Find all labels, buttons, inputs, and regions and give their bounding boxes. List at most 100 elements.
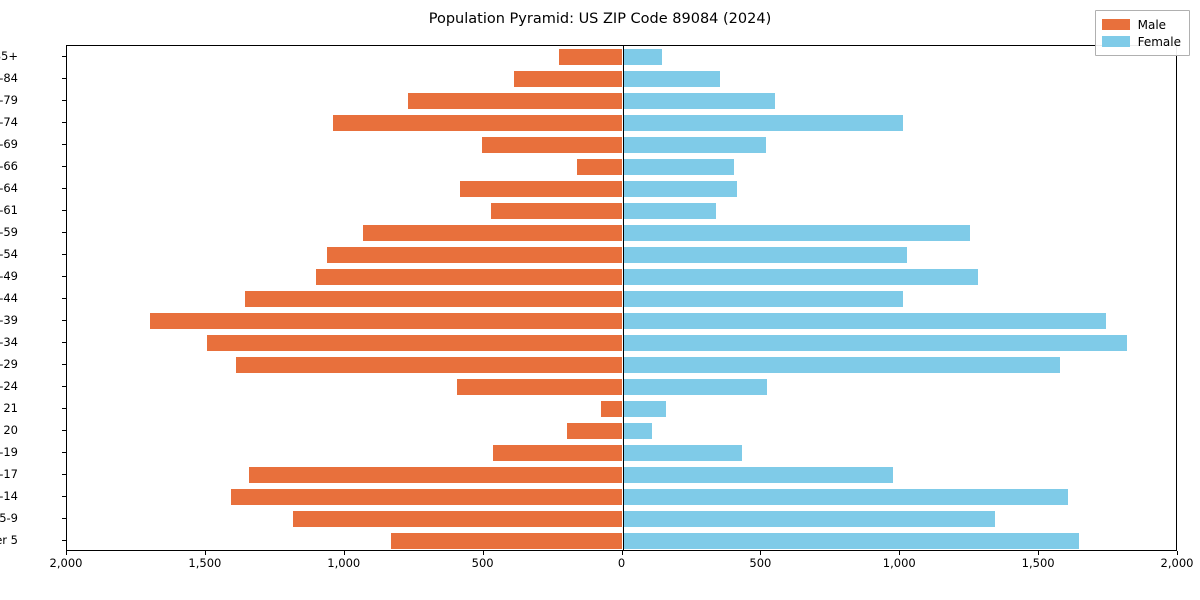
- y-tick-mark: [62, 100, 66, 101]
- y-tick-mark: [62, 342, 66, 343]
- y-tick-mark: [62, 364, 66, 365]
- bar-female-85-: [622, 49, 663, 65]
- y-tick-mark: [62, 298, 66, 299]
- y-tick-label: 67-69: [0, 137, 18, 151]
- bar-male-85-: [559, 49, 623, 65]
- legend[interactable]: Male Female: [1094, 10, 1190, 56]
- y-tick-label: 20: [3, 423, 18, 437]
- y-tick-label: Under 5: [0, 533, 18, 547]
- y-tick-label: 10-14: [0, 489, 18, 503]
- x-tick-label: 1,500: [188, 556, 222, 570]
- x-tick-mark: [621, 551, 623, 555]
- legend-item-female[interactable]: Female: [1101, 33, 1181, 50]
- y-tick-mark: [62, 56, 66, 57]
- bar-row: [67, 115, 1176, 131]
- bar-male-22-24: [456, 379, 623, 395]
- y-tick-label: 15-17: [0, 467, 18, 481]
- bar-male-45-49: [316, 269, 623, 285]
- bar-male-18-19: [492, 445, 623, 461]
- legend-swatch-female: [1101, 36, 1130, 47]
- bar-female-25-29: [622, 357, 1060, 373]
- y-tick-label: 5-9: [0, 511, 18, 525]
- bar-female-80-84: [622, 71, 721, 87]
- x-tick-mark: [482, 551, 484, 555]
- bar-male-62-64: [460, 181, 623, 197]
- x-tick-label: 2,000: [1160, 556, 1194, 570]
- bar-male-25-29: [235, 357, 623, 373]
- bar-male-50-54: [327, 247, 623, 263]
- bar-female-67-69: [622, 137, 767, 153]
- y-tick-label: 75-79: [0, 93, 18, 107]
- bar-female-75-79: [622, 93, 775, 109]
- bar-female-70-74: [622, 115, 904, 131]
- bar-row: [67, 291, 1176, 307]
- y-tick-mark: [62, 408, 66, 409]
- y-tick-mark: [62, 496, 66, 497]
- bar-row: [67, 93, 1176, 109]
- x-tick-label: 2,000: [49, 556, 83, 570]
- y-tick-mark: [62, 144, 66, 145]
- y-tick-label: 40-44: [0, 291, 18, 305]
- bar-male-55-59: [363, 225, 623, 241]
- bar-male-70-74: [332, 115, 623, 131]
- bar-male-under-5: [390, 533, 623, 549]
- bar-male-60-61: [491, 203, 623, 219]
- bar-row: [67, 313, 1176, 329]
- bar-row: [67, 357, 1176, 373]
- y-tick-mark: [62, 276, 66, 277]
- y-tick-label: 25-29: [0, 357, 18, 371]
- bar-row: [67, 379, 1176, 395]
- bar-female-15-17: [622, 467, 894, 483]
- x-tick-label: 1,000: [882, 556, 916, 570]
- y-tick-label: 30-34: [0, 335, 18, 349]
- bar-male-21: [601, 401, 623, 417]
- bar-male-35-39: [150, 313, 623, 329]
- x-tick-label: 1,500: [1021, 556, 1055, 570]
- y-tick-label: 55-59: [0, 225, 18, 239]
- y-tick-label: 62-64: [0, 181, 18, 195]
- x-tick-mark: [1177, 551, 1178, 555]
- chart-title: Population Pyramid: US ZIP Code 89084 (2…: [428, 11, 772, 27]
- bar-female-65-66: [622, 159, 734, 175]
- bar-female-60-61: [622, 203, 716, 219]
- bar-female-under-5: [622, 533, 1080, 549]
- bar-row: [67, 467, 1176, 483]
- bar-row: [67, 247, 1176, 263]
- bar-row: [67, 181, 1176, 197]
- x-tick-label: 500: [471, 556, 494, 570]
- bar-row: [67, 203, 1176, 219]
- y-tick-mark: [62, 430, 66, 431]
- bar-row: [67, 489, 1176, 505]
- bar-female-22-24: [622, 379, 767, 395]
- bar-female-20: [622, 423, 653, 439]
- x-tick-label: 500: [749, 556, 772, 570]
- y-tick-mark: [62, 122, 66, 123]
- bar-male-20: [566, 423, 623, 439]
- bar-female-62-64: [622, 181, 737, 197]
- bar-female-35-39: [622, 313, 1106, 329]
- y-tick-mark: [62, 386, 66, 387]
- bars-layer: [67, 46, 1176, 550]
- bar-male-67-69: [482, 137, 623, 153]
- y-tick-label: 18-19: [0, 445, 18, 459]
- bar-row: [67, 137, 1176, 153]
- bar-male-80-84: [514, 71, 623, 87]
- zero-axis-line: [622, 46, 624, 550]
- bar-row: [67, 335, 1176, 351]
- legend-item-male[interactable]: Male: [1101, 16, 1181, 33]
- bar-female-21: [622, 401, 666, 417]
- bar-row: [67, 511, 1176, 527]
- bar-female-55-59: [622, 225, 970, 241]
- x-tick-mark: [899, 551, 901, 555]
- x-tick-mark: [343, 551, 345, 555]
- x-tick-label: 0: [617, 556, 626, 570]
- y-tick-mark: [62, 210, 66, 211]
- bar-row: [67, 445, 1176, 461]
- y-tick-mark: [62, 254, 66, 255]
- y-tick-label: 35-39: [0, 313, 18, 327]
- x-tick-mark: [204, 551, 206, 555]
- x-tick-mark: [760, 551, 762, 555]
- x-tick-mark: [1038, 551, 1040, 555]
- y-tick-mark: [62, 540, 66, 541]
